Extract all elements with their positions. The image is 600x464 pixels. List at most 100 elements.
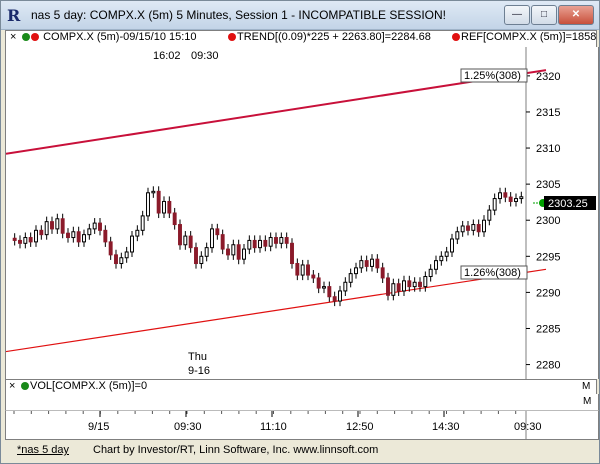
candle-bar[interactable] <box>364 260 369 267</box>
candle-bar[interactable] <box>503 192 508 198</box>
candle-bar[interactable] <box>391 283 396 296</box>
candle-bar[interactable] <box>210 228 214 249</box>
candle-bar[interactable] <box>316 277 321 289</box>
close-button[interactable]: ✕ <box>558 5 594 25</box>
candle-bar[interactable] <box>295 263 300 276</box>
candle-bar[interactable] <box>450 238 454 253</box>
candle-bar[interactable] <box>402 280 406 292</box>
candle-bar[interactable] <box>60 218 65 234</box>
candle-bar[interactable] <box>12 237 17 241</box>
volume-axis-menu-button[interactable]: M <box>583 396 592 407</box>
candle-bar[interactable] <box>466 225 470 231</box>
candle-bar[interactable] <box>423 276 428 288</box>
candle-bar[interactable] <box>434 260 438 270</box>
candle-bar[interactable] <box>359 260 364 269</box>
candle-bar[interactable] <box>242 248 246 260</box>
candle-bar[interactable] <box>338 290 342 302</box>
candle-bar[interactable] <box>194 247 198 265</box>
candle-bar[interactable] <box>50 221 54 230</box>
candle-bar[interactable] <box>375 258 380 269</box>
legend-item-trend[interactable]: TREND[(0.09)*225 + 2263.80]=2284.68 <box>228 31 431 43</box>
candle-bar[interactable] <box>439 255 444 262</box>
candle-bar[interactable] <box>418 281 422 288</box>
candle-bar[interactable] <box>247 239 252 250</box>
legend-item-price[interactable]: COMPX.X (5m)-09/15/10 15:10 <box>22 31 197 43</box>
candle-bar[interactable] <box>252 239 257 249</box>
candle-bar[interactable] <box>18 239 22 244</box>
candle-bar[interactable] <box>380 267 385 279</box>
candle-bar[interactable] <box>343 281 348 292</box>
candle-bar[interactable] <box>76 231 81 243</box>
candle-bar[interactable] <box>322 286 326 289</box>
candle-bar[interactable] <box>114 254 118 265</box>
candle-bar[interactable] <box>34 229 38 243</box>
candle-bar[interactable] <box>172 212 177 226</box>
candle-bar[interactable] <box>327 286 332 298</box>
candle-bar[interactable] <box>471 224 476 231</box>
candle-bar[interactable] <box>28 237 33 243</box>
price-axis-menu-button[interactable]: M <box>582 381 591 392</box>
candle-bar[interactable] <box>412 281 417 288</box>
candle-bar[interactable] <box>300 264 305 276</box>
candle-bar[interactable] <box>204 247 209 257</box>
candle-bar[interactable] <box>108 241 113 256</box>
candle-bar[interactable] <box>178 224 182 246</box>
candle-bar[interactable] <box>268 237 273 247</box>
candle-bar[interactable] <box>508 196 513 202</box>
candle-bar[interactable] <box>135 229 140 237</box>
candle-bar[interactable] <box>407 280 412 288</box>
candle-bar[interactable] <box>183 235 188 246</box>
candle-bar[interactable] <box>103 229 108 243</box>
legend-close-icon[interactable]: × <box>10 31 17 43</box>
candle-bar[interactable] <box>279 237 284 244</box>
candle-bar[interactable] <box>151 190 156 194</box>
candle-bar[interactable] <box>87 228 92 236</box>
time-axis[interactable]: 9/15 09:30 11:10 12:50 14:30 09:30 <box>5 410 599 440</box>
candle-bar[interactable] <box>514 198 518 202</box>
candle-bar[interactable] <box>455 231 460 240</box>
candle-bar[interactable] <box>332 296 337 302</box>
price-chart[interactable]: 16:02 09:30 2320 2315 2310 2305 2300 2295 2290… <box>5 47 598 379</box>
candle-bar[interactable] <box>167 200 172 214</box>
candle-bar[interactable] <box>39 229 44 236</box>
candle-bar[interactable] <box>476 224 481 233</box>
candle-bar[interactable] <box>348 273 353 283</box>
legend-item-ref[interactable]: REF[COMPX.X (5m)]=1858 <box>452 31 596 43</box>
candle-bar[interactable] <box>274 237 278 244</box>
candle-bar[interactable] <box>492 198 497 211</box>
candle-bar[interactable] <box>23 237 28 244</box>
candle-bar[interactable] <box>306 264 310 276</box>
candle-bar[interactable] <box>519 196 524 200</box>
minimize-button[interactable]: — <box>504 5 530 25</box>
candle-bar[interactable] <box>386 277 390 296</box>
candle-bar[interactable] <box>428 268 433 278</box>
upper-trend-line[interactable] <box>5 69 547 155</box>
candle-bar[interactable] <box>444 251 449 257</box>
candle-bar[interactable] <box>290 242 294 265</box>
candle-bar[interactable] <box>71 231 76 239</box>
maximize-button[interactable]: □ <box>531 5 557 25</box>
candle-bar[interactable] <box>498 192 502 200</box>
candle-bar[interactable] <box>98 222 102 231</box>
candle-bar[interactable] <box>231 244 236 256</box>
candle-bar[interactable] <box>311 274 316 279</box>
candle-bar[interactable] <box>460 225 465 233</box>
candle-bar[interactable] <box>263 239 268 247</box>
candle-bar[interactable] <box>92 222 97 230</box>
candle-bar[interactable] <box>130 235 134 253</box>
title-bar[interactable]: R nas 5 day: COMPX.X (5m) 5 Minutes, Ses… <box>1 1 599 30</box>
candle-bar[interactable] <box>226 248 230 256</box>
candle-bar[interactable] <box>215 228 220 236</box>
candle-bar[interactable] <box>482 219 486 233</box>
tab-nas-5-day[interactable]: *nas 5 day <box>17 444 69 456</box>
volume-legend-item[interactable]: VOL[COMPX.X (5m)]=0 <box>21 380 147 392</box>
candle-bar[interactable] <box>370 258 374 267</box>
candle-bar[interactable] <box>119 257 124 265</box>
candle-bar[interactable] <box>487 209 492 221</box>
candle-bar[interactable] <box>162 200 166 214</box>
lower-trend-line[interactable] <box>5 268 547 353</box>
candle-bar[interactable] <box>55 218 60 230</box>
candle-bar[interactable] <box>236 244 241 260</box>
candle-bar[interactable] <box>146 192 150 217</box>
candle-bar[interactable] <box>258 239 262 249</box>
